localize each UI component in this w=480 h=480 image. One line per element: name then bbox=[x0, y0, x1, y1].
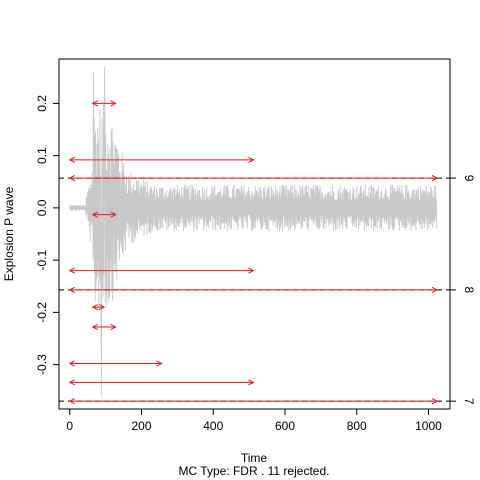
y-axis-label: Explosion P wave bbox=[2, 186, 16, 281]
chart-subtitle: MC Type: FDR . 11 rejected. bbox=[179, 464, 330, 478]
plot-frame bbox=[58, 58, 451, 410]
y-tick-label: 0.0 bbox=[35, 199, 49, 216]
x-tick-label: 400 bbox=[203, 419, 223, 433]
x-tick-label: 0 bbox=[66, 419, 73, 433]
y-tick-label: -0.3 bbox=[35, 354, 49, 375]
signal-trace bbox=[69, 66, 438, 396]
interval-arrow-2 bbox=[91, 211, 117, 218]
interval-arrow-9 bbox=[68, 286, 439, 293]
y-tick-label: -0.2 bbox=[35, 302, 49, 323]
interval-arrow-1 bbox=[68, 156, 255, 163]
x-axis-label: Time bbox=[241, 451, 268, 465]
interval-arrow-4 bbox=[91, 304, 106, 311]
right-axis: 9 8 7 bbox=[450, 175, 476, 405]
interval-arrow-3 bbox=[68, 267, 255, 274]
interval-arrow-0 bbox=[91, 100, 117, 107]
right-tick-label: 9 bbox=[462, 175, 476, 182]
right-tick-label: 8 bbox=[462, 287, 476, 294]
x-tick-label: 200 bbox=[131, 419, 151, 433]
x-axis: 0 200 400 600 800 1000 bbox=[66, 409, 442, 433]
signal-layer bbox=[69, 66, 438, 396]
interval-arrow-5 bbox=[91, 323, 117, 331]
y-axis: -0.3 -0.2 -0.1 0.0 0.1 0.2 bbox=[35, 95, 59, 375]
interval-arrow-6 bbox=[68, 360, 163, 367]
right-tick-label: 7 bbox=[462, 398, 476, 405]
y-tick-label: -0.1 bbox=[35, 249, 49, 270]
interval-arrow-8 bbox=[68, 175, 439, 182]
x-tick-label: 800 bbox=[347, 419, 367, 433]
x-tick-label: 1000 bbox=[415, 419, 442, 433]
interval-arrow-7 bbox=[68, 379, 255, 386]
y-tick-label: 0.1 bbox=[35, 147, 49, 164]
y-tick-label: 0.2 bbox=[35, 95, 49, 112]
interval-arrow-10 bbox=[68, 398, 439, 405]
x-tick-label: 600 bbox=[275, 419, 295, 433]
interval-arrows bbox=[68, 100, 439, 405]
